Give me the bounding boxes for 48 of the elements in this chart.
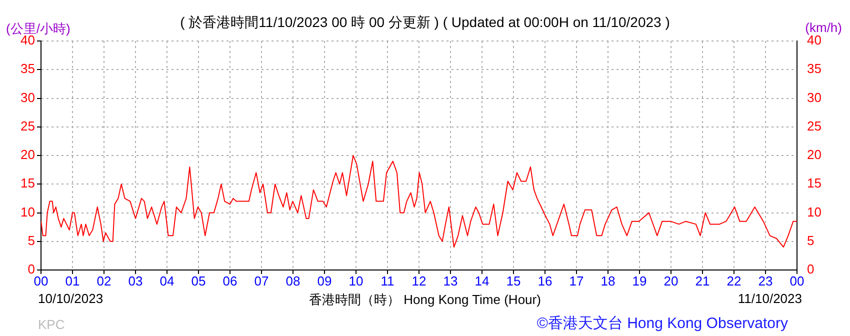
x-tick-label: 08 <box>286 273 300 288</box>
y-tick-label: 5 <box>28 232 35 248</box>
text: KPC <box>38 317 65 332</box>
y-tick-label: 35 <box>20 61 35 76</box>
x-tick-label: 15 <box>506 273 521 288</box>
text: 10/10/2023 <box>38 291 104 306</box>
y2-tick-label: 30 <box>807 90 822 105</box>
x-tick-label: 01 <box>65 273 80 288</box>
x-tick-label: 00 <box>34 273 48 288</box>
x-tick-label: 13 <box>443 273 458 288</box>
x-tick-label: 05 <box>191 273 206 288</box>
y2-tick-label: 5 <box>807 232 814 248</box>
x-tick-label: 06 <box>222 273 238 288</box>
x-tick-label: 04 <box>160 273 174 288</box>
y-tick-label: 10 <box>20 204 35 220</box>
text: ©香港天文台 Hong Kong Observatory <box>536 314 788 333</box>
y2-tick-label: 10 <box>807 204 822 220</box>
y2-tick-label: 20 <box>807 147 822 162</box>
y-tick-label: 25 <box>20 118 35 134</box>
x-tick-label: 10 <box>348 273 364 288</box>
x-tick-label: 17 <box>569 273 584 288</box>
x-tick-label: 12 <box>412 273 426 288</box>
x-tick-label: 09 <box>317 273 332 288</box>
y2-tick-label: 35 <box>807 61 822 76</box>
x-axis-title: 香港時間（時） Hong Kong Time (Hour) <box>309 292 541 307</box>
x-tick-label: 07 <box>254 273 269 288</box>
x-tick-label: 14 <box>474 273 490 288</box>
y2-tick-label: 0 <box>807 262 814 277</box>
x-tick-label: 22 <box>726 273 742 288</box>
y-tick-label: 0 <box>28 262 35 277</box>
x-tick-label: 20 <box>664 273 678 288</box>
x-tick-label: 18 <box>600 273 616 288</box>
x-tick-label: 19 <box>632 273 647 288</box>
y-tick-label: 30 <box>20 90 35 105</box>
x-tick-label: 16 <box>538 273 552 288</box>
x-tick-label: 00 <box>790 273 804 288</box>
x-tick-label: 03 <box>128 273 143 288</box>
y2-tick-label: 15 <box>807 176 822 191</box>
x-tick-label: 23 <box>758 273 773 288</box>
chart-title: ( 於香港時間11/10/2023 00 時 00 分更新 ) ( Updated at 00:00H on 11/10/2023 ) <box>180 14 670 30</box>
y2-tick-label: 25 <box>807 118 822 134</box>
x-tick-label: 11 <box>380 273 394 288</box>
text: 11/10/2023 <box>738 291 802 306</box>
y2-axis-title: (km/h) <box>805 20 842 35</box>
y-tick-label: 20 <box>20 147 35 162</box>
x-tick-label: 21 <box>695 273 710 288</box>
x-tick-label: 02 <box>96 273 112 288</box>
y-tick-label: 15 <box>20 176 35 191</box>
